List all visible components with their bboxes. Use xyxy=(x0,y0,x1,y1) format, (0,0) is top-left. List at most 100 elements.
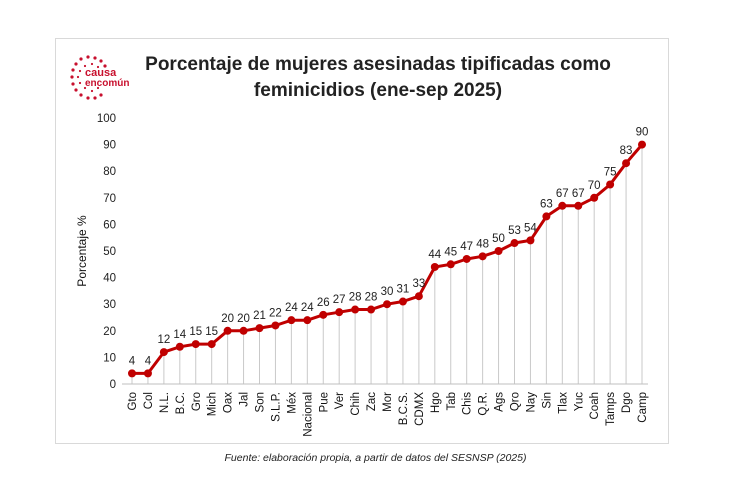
data-label: 45 xyxy=(444,246,457,258)
data-point xyxy=(319,310,328,319)
data-label: 24 xyxy=(285,302,298,314)
data-label: 12 xyxy=(157,334,170,346)
category-label: Q.R. xyxy=(478,392,490,416)
data-point xyxy=(143,369,152,378)
data-label: 83 xyxy=(620,145,633,157)
data-label: 27 xyxy=(333,294,346,306)
data-point xyxy=(590,193,599,202)
data-label: 20 xyxy=(221,313,234,325)
data-point xyxy=(191,340,200,349)
category-label: Coah xyxy=(589,392,601,420)
data-label: 48 xyxy=(476,238,489,250)
data-point xyxy=(414,292,423,301)
category-label: Tlax xyxy=(557,392,569,414)
data-label: 28 xyxy=(365,292,378,304)
y-tick-label: 70 xyxy=(103,193,116,205)
data-label: 15 xyxy=(189,326,202,338)
data-point xyxy=(159,348,168,357)
data-point xyxy=(223,326,232,335)
data-point xyxy=(622,159,631,168)
category-label: Tamps xyxy=(605,392,617,426)
y-tick-label: 40 xyxy=(103,273,116,285)
data-label: 67 xyxy=(556,188,569,200)
source-caption: Fuente: elaboración propia, a partir de … xyxy=(224,452,527,464)
data-point xyxy=(207,340,216,349)
data-label: 4 xyxy=(145,355,152,367)
y-tick-label: 50 xyxy=(103,246,116,258)
chart-frame xyxy=(55,38,669,444)
data-label: 30 xyxy=(381,286,394,298)
data-label: 28 xyxy=(349,292,362,304)
data-label: 53 xyxy=(508,225,521,237)
data-label: 44 xyxy=(428,249,441,261)
data-point xyxy=(478,252,487,261)
category-label: S.L.P. xyxy=(270,392,282,422)
data-point xyxy=(638,140,646,149)
data-point xyxy=(542,212,551,221)
data-label: 4 xyxy=(129,355,136,367)
category-label: Mor xyxy=(382,392,394,412)
data-label: 33 xyxy=(412,278,425,290)
category-label: Son xyxy=(255,392,267,412)
logo-word-causa: causa xyxy=(85,67,117,79)
data-point xyxy=(255,324,264,333)
y-tick-label: 90 xyxy=(103,140,116,152)
data-label: 26 xyxy=(317,297,330,309)
category-label: Jal xyxy=(239,392,251,407)
chart-title-line-1: Porcentaje de mujeres asesinadas tipific… xyxy=(145,54,611,75)
data-point xyxy=(287,316,296,325)
data-point xyxy=(383,300,391,309)
category-label: Pue xyxy=(318,392,330,412)
data-label: 50 xyxy=(492,233,505,245)
data-point xyxy=(462,254,471,263)
category-label: Dgo xyxy=(621,392,633,413)
category-label: Méx xyxy=(286,392,298,414)
y-tick-label: 0 xyxy=(110,379,116,391)
data-point xyxy=(574,201,583,210)
category-label: Qro xyxy=(510,392,522,411)
category-label: Ver xyxy=(334,392,346,409)
category-label: Mich xyxy=(207,392,219,416)
causa-en-comun-logo: causa encomún xyxy=(70,55,129,100)
category-label: CDMX xyxy=(414,392,426,426)
logo-word-encomun: encomún xyxy=(85,78,129,89)
data-point xyxy=(494,247,503,255)
data-point xyxy=(398,297,407,306)
category-label: Tab xyxy=(446,392,458,411)
data-label: 90 xyxy=(636,127,649,139)
category-label: B.C. xyxy=(175,392,187,414)
data-label: 63 xyxy=(540,198,553,210)
category-label: Camp xyxy=(637,392,649,423)
data-point xyxy=(335,308,344,317)
data-label: 54 xyxy=(524,222,537,234)
data-label: 15 xyxy=(205,326,218,338)
data-label: 20 xyxy=(237,313,250,325)
category-label: Ags xyxy=(494,392,506,412)
data-label: 75 xyxy=(604,167,617,179)
category-label: Nacional xyxy=(302,392,314,437)
data-point xyxy=(558,201,567,210)
logo-dot-ring xyxy=(70,55,107,100)
category-label: Chis xyxy=(462,392,474,415)
category-label: Zac xyxy=(366,392,378,411)
data-label: 21 xyxy=(253,310,266,322)
data-label: 47 xyxy=(460,241,473,253)
y-tick-label: 30 xyxy=(103,299,116,311)
data-point xyxy=(271,321,280,330)
data-point xyxy=(303,316,312,325)
data-point xyxy=(367,305,376,314)
y-tick-label: 60 xyxy=(103,219,116,231)
data-point xyxy=(606,180,615,189)
data-label: 31 xyxy=(397,284,410,296)
category-label: Oax xyxy=(223,392,235,413)
category-label: Gto xyxy=(127,392,139,411)
data-point xyxy=(446,260,455,269)
y-axis-label: Porcentaje % xyxy=(75,215,89,287)
chart-title-line-2: feminicidios (ene-sep 2025) xyxy=(253,80,503,101)
category-label: Nay xyxy=(525,392,537,413)
data-label: 24 xyxy=(301,302,314,314)
data-label: 70 xyxy=(588,180,601,192)
category-label: Chih xyxy=(350,392,362,416)
data-point xyxy=(510,239,519,248)
